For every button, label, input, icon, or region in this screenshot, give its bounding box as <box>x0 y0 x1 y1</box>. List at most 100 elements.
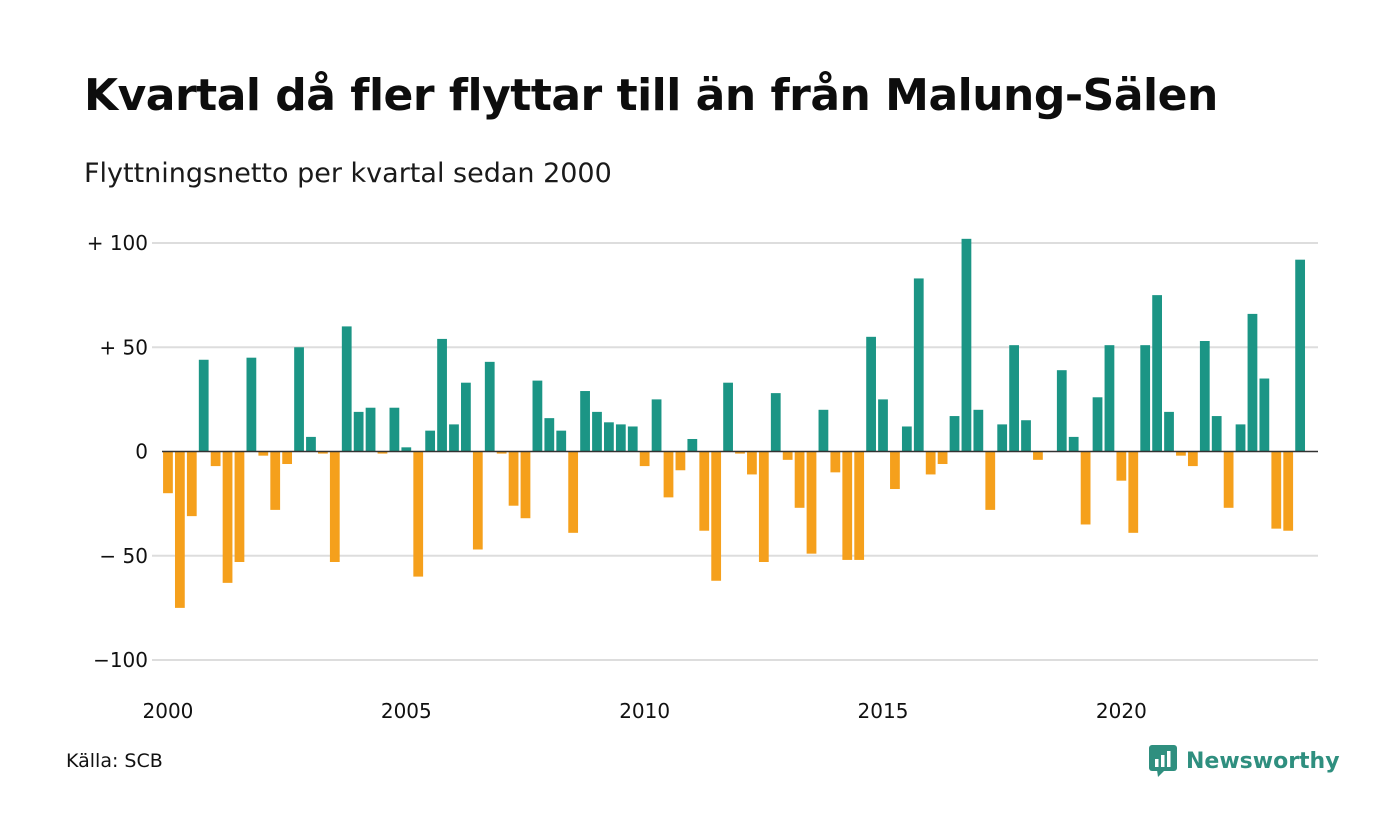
bar-2006-q1 <box>449 424 459 452</box>
x-tick-label: 2010 <box>619 699 670 723</box>
bar-2014-q2 <box>842 451 853 560</box>
source-note: Källa: SCB <box>66 750 163 772</box>
bar-2015-q1 <box>878 399 888 452</box>
x-tick-label: 2020 <box>1096 699 1147 723</box>
bar-2013-q4 <box>818 409 829 452</box>
bar-2015-q4 <box>913 278 924 452</box>
bar-2007-q2 <box>508 451 519 506</box>
bar-2022-q4 <box>1247 313 1258 452</box>
bar-2005-q2 <box>413 451 424 577</box>
bar-2016-q2 <box>937 451 948 465</box>
bar-2011-q3 <box>711 451 722 581</box>
bar-2002-q4 <box>294 347 304 452</box>
bar-2014-q1 <box>830 451 841 473</box>
bar-2021-q4 <box>1199 341 1210 452</box>
bar-2015-q3 <box>901 426 912 452</box>
bar-2000-q3 <box>186 451 197 517</box>
bar-2000-q4 <box>198 359 209 452</box>
bar-2007-q3 <box>520 451 531 519</box>
bar-2005-q4 <box>437 338 447 452</box>
bar-2011-q4 <box>723 382 733 452</box>
x-tick-label: 2015 <box>858 699 909 723</box>
bar-2023-q2 <box>1271 451 1282 529</box>
y-tick-label: − 50 <box>99 544 148 568</box>
y-tick-label: −100 <box>93 648 148 672</box>
bar-2008-q2 <box>556 430 567 452</box>
bar-2015-q2 <box>890 451 900 490</box>
bar-2021-q2 <box>1176 451 1186 456</box>
bar-2016-q1 <box>925 451 936 475</box>
bar-2017-q3 <box>997 424 1008 452</box>
bar-2010-q3 <box>663 451 674 498</box>
bar-2013-q3 <box>806 451 817 554</box>
bar-2018-q4 <box>1056 370 1067 452</box>
bar-2017-q4 <box>1009 345 1019 452</box>
bar-2003-q2 <box>318 451 328 454</box>
bar-2019-q4 <box>1104 345 1115 452</box>
bar-2023-q1 <box>1259 378 1270 452</box>
bar-2018-q2 <box>1033 451 1043 460</box>
bar-2017-q2 <box>985 451 996 510</box>
bar-2022-q3 <box>1235 424 1246 452</box>
bar-2003-q3 <box>329 451 340 562</box>
x-tick-label: 2005 <box>381 699 432 723</box>
bar-2000-q2 <box>174 451 185 608</box>
bar-2017-q1 <box>973 409 984 452</box>
bar-chart-speech-bubble-icon <box>1149 745 1177 777</box>
bar-2001-q3 <box>234 451 245 562</box>
bar-2020-q3 <box>1140 345 1151 452</box>
y-tick-label: 0 <box>135 440 148 464</box>
bar-2013-q1 <box>782 451 793 460</box>
bar-2022-q1 <box>1211 416 1222 452</box>
bar-2016-q4 <box>961 238 972 452</box>
bar-2004-q4 <box>389 407 400 452</box>
bar-2009-q4 <box>627 426 638 452</box>
bar-2002-q2 <box>270 451 281 510</box>
y-axis-tick-labels: + 100 + 50 0 − 50 −100 <box>87 231 148 672</box>
bar-2011-q1 <box>687 438 698 452</box>
bar-2018-q1 <box>1021 420 1031 452</box>
x-axis-tick-labels: 2000 2005 2010 2015 2020 <box>143 699 1147 723</box>
bar-2012-q2 <box>747 451 757 475</box>
bar-2003-q4 <box>341 326 352 452</box>
bar-2000-q1 <box>163 451 173 494</box>
bar-2023-q4 <box>1295 259 1306 452</box>
bar-2004-q1 <box>353 411 364 452</box>
grid-lines <box>152 242 1318 661</box>
bar-2014-q3 <box>854 451 865 560</box>
bar-2010-q2 <box>651 399 662 452</box>
y-tick-label: + 100 <box>87 231 148 255</box>
x-tick-label: 2000 <box>143 699 194 723</box>
bar-2006-q2 <box>461 382 471 452</box>
bar-2009-q1 <box>592 411 602 452</box>
bar-2019-q1 <box>1068 436 1079 452</box>
bar-2020-q2 <box>1128 451 1139 533</box>
bar-2020-q1 <box>1116 451 1127 481</box>
bar-2007-q1 <box>496 451 507 454</box>
bar-2008-q3 <box>568 451 579 533</box>
bar-2001-q1 <box>210 451 221 467</box>
chart-title: Kvartal då fler flyttar till än från Mal… <box>84 70 1218 121</box>
bar-2023-q3 <box>1283 451 1294 531</box>
bar-2009-q2 <box>604 422 614 452</box>
bar-2006-q3 <box>472 451 483 550</box>
bar-2004-q2 <box>365 407 376 452</box>
bar-2002-q1 <box>258 451 269 456</box>
bars <box>163 238 1306 608</box>
bar-2012-q1 <box>735 451 745 454</box>
bar-2009-q3 <box>615 424 626 452</box>
bar-2013-q2 <box>794 451 805 508</box>
bar-2001-q4 <box>246 357 257 452</box>
bar-2001-q2 <box>222 451 233 583</box>
bar-2012-q3 <box>758 451 769 562</box>
bar-2004-q3 <box>377 451 388 454</box>
brand-name: Newsworthy <box>1186 748 1340 774</box>
bar-2006-q4 <box>484 361 495 452</box>
bar-2008-q1 <box>544 418 555 452</box>
y-tick-label: + 50 <box>99 335 148 359</box>
bar-2002-q3 <box>282 451 293 465</box>
bar-2022-q2 <box>1223 451 1234 508</box>
bar-2021-q3 <box>1187 451 1198 467</box>
bar-2021-q1 <box>1164 411 1174 452</box>
